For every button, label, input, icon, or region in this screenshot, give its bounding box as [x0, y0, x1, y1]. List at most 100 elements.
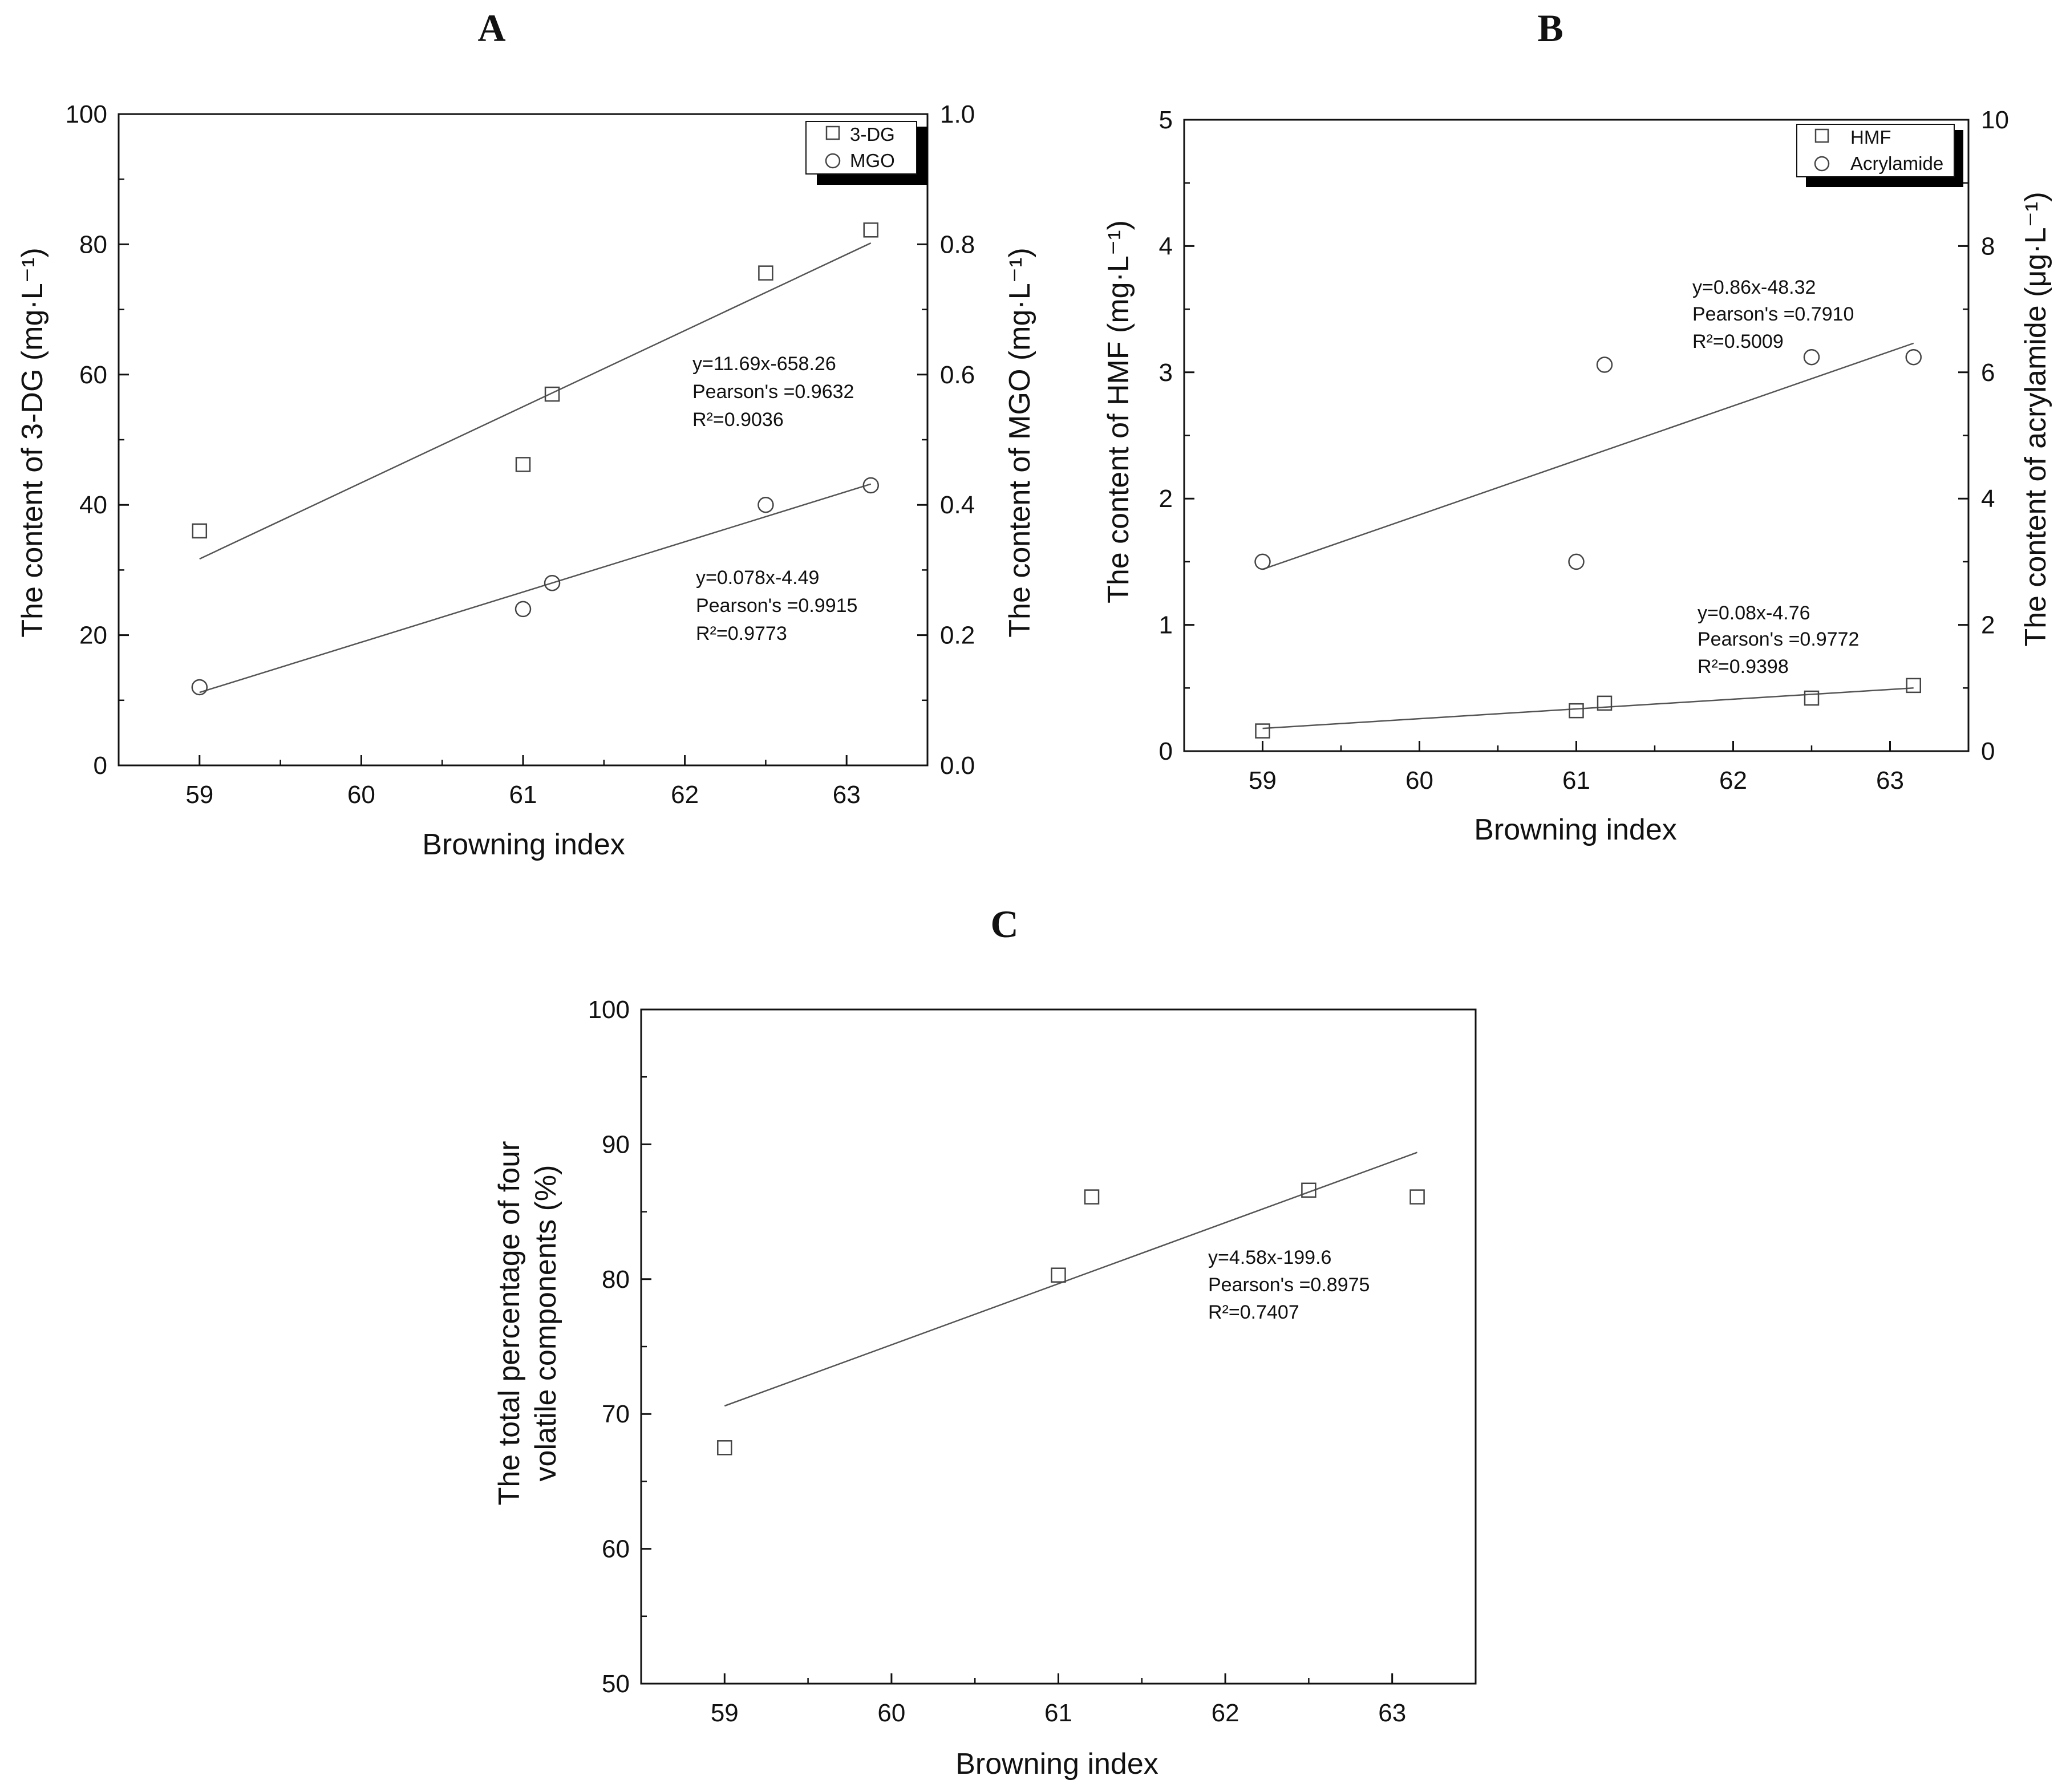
x-tick-label: 62: [1719, 767, 1747, 794]
mgo-point: [544, 574, 561, 591]
mgo-point: [515, 601, 532, 618]
y-left-tick-label: 60: [602, 1535, 630, 1563]
panel-a-3dg-fit-annotation: y=11.69x-658.26 Pearson's =0.9632 R²=0.9…: [692, 353, 854, 431]
x-tick-label: 59: [711, 1699, 739, 1727]
y-left-tick-label: 100: [588, 996, 630, 1024]
mgo-point: [757, 496, 774, 513]
panel-a-legend-box: [805, 121, 917, 175]
y-right-tick-label: 2: [1981, 611, 1995, 639]
total-volatile-components-point: [1301, 1182, 1316, 1198]
panel-a: A 59 60 61 62 63 0 20 40 60 80 100 0.0 0.2 0.4 0.6 0.8 1…: [16, 6, 1036, 861]
panel-a-right-axis-title: The content of MGO (mg·L⁻¹): [1003, 248, 1036, 637]
annotation-line: R²=0.9398: [1698, 656, 1789, 678]
annotation-line: Pearson's =0.8975: [1208, 1274, 1370, 1296]
panel-c-plot-area: 59 60 61 62 63 50 60 70 80 90 100: [588, 996, 1477, 1727]
legend-mgo-label: MGO: [850, 150, 895, 171]
x-tick-label: 61: [1562, 767, 1590, 794]
panel-c-letter: C: [990, 902, 1018, 946]
y-axis-title-line: The total percentage of four: [493, 1141, 526, 1506]
total-volatile-components-point: [717, 1440, 732, 1456]
y-left-tick-label: 1: [1159, 611, 1173, 639]
acrylamide-point: [1568, 553, 1585, 570]
y-left-tick-label: 0: [1159, 737, 1173, 765]
y-left-tick-label: 50: [602, 1670, 630, 1698]
x-tick-label: 61: [1044, 1699, 1072, 1727]
y-right-tick-label: 0.0: [940, 752, 975, 780]
3-dg-point: [544, 386, 560, 402]
x-tick-label: 63: [833, 781, 861, 809]
y-left-tick-label: 40: [79, 491, 107, 519]
y-right-tick-label: 6: [1981, 359, 1995, 387]
x-tick-label: 63: [1378, 1699, 1406, 1727]
panel-b-letter: B: [1537, 6, 1563, 50]
3-dg-point: [863, 222, 878, 238]
y-right-tick-label: 0.8: [940, 230, 975, 258]
y-right-tick-label: 4: [1981, 485, 1995, 513]
y-right-tick-label: 0: [1981, 737, 1995, 765]
annotation-line: Pearson's =0.9915: [696, 595, 857, 617]
y-left-tick-label: 0: [94, 752, 107, 780]
annotation-line: Pearson's =0.9772: [1698, 629, 1859, 650]
3-dg-point: [758, 265, 773, 281]
y-left-tick-label: 4: [1159, 232, 1173, 260]
x-tick-label: 60: [347, 781, 375, 809]
panel-a-plot-area: 59 60 61 62 63 0 20 40 60 80 100 0.0 0.2 0.4 0.6 0.8 1.0: [66, 100, 975, 809]
panel-b-right-axis-title: The content of acrylamide (μg·L⁻¹): [2019, 192, 2052, 646]
legend-acrylamide-circle-icon: [1814, 156, 1830, 172]
panel-c-x-axis-title: Browning index: [955, 1748, 1158, 1781]
panel-a-letter: A: [477, 6, 505, 50]
acrylamide-point: [1596, 356, 1613, 373]
panel-b-plot-area: 59 60 61 62 63 0 1 2 3 4 5 0 2 4 6 8 10: [1159, 106, 2009, 794]
panel-b: B 59 60 61 62 63 0 1 2 3 4 5 0 2 4 6 8 10 Browning index…: [1102, 6, 2052, 846]
y-right-tick-label: 0.2: [940, 622, 975, 650]
legend-3dg-square-icon: [825, 125, 840, 140]
acrylamide-point: [1803, 348, 1820, 366]
total-volatile-components-point: [1051, 1267, 1066, 1283]
x-tick-label: 59: [1249, 767, 1277, 794]
y-right-tick-label: 8: [1981, 232, 1995, 260]
legend-acrylamide-label: Acrylamide: [1850, 153, 1943, 174]
y-left-tick-label: 70: [602, 1400, 630, 1428]
legend-hmf-square-icon: [1814, 128, 1829, 143]
acrylamide-point: [1905, 348, 1922, 366]
hmf-point: [1597, 695, 1613, 711]
acrylamide-point: [1254, 553, 1271, 570]
annotation-line: R²=0.9773: [696, 623, 787, 644]
panel-b-x-axis-title: Browning index: [1474, 813, 1677, 846]
annotation-line: y=4.58x-199.6: [1208, 1247, 1331, 1268]
panel-c-fit-annotation: y=4.58x-199.6 Pearson's =0.8975 R²=0.740…: [1208, 1247, 1370, 1323]
annotation-line: Pearson's =0.9632: [692, 381, 854, 403]
y-left-tick-label: 80: [79, 230, 107, 258]
y-right-tick-label: 0.6: [940, 361, 975, 389]
annotation-line: R²=0.7407: [1208, 1302, 1299, 1323]
mgo-fit-line: [199, 483, 872, 694]
y-right-tick-label: 1.0: [940, 100, 975, 128]
panel-b-hmf-fit-annotation: y=0.08x-4.76 Pearson's =0.9772 R²=0.9398: [1698, 602, 1859, 678]
annotation-line: Pearson's =0.7910: [1692, 303, 1854, 325]
x-tick-label: 60: [1405, 767, 1433, 794]
annotation-line: R²=0.5009: [1692, 331, 1784, 352]
annotation-line: y=0.08x-4.76: [1698, 602, 1810, 624]
y-axis-title-line: volatile components (%): [529, 1165, 562, 1482]
3-dg-point: [192, 523, 208, 539]
x-tick-label: 62: [671, 781, 699, 809]
hmf-point: [1804, 690, 1820, 706]
panel-b-acrylamide-fit-annotation: y=0.86x-48.32 Pearson's =0.7910 R²=0.500…: [1692, 277, 1854, 352]
panel-c-y-axis-title: The total percentage of four volatile co…: [493, 1141, 562, 1506]
x-tick-label: 61: [509, 781, 537, 809]
annotation-line: y=0.86x-48.32: [1692, 277, 1816, 298]
panel-a-mgo-fit-annotation: y=0.078x-4.49 Pearson's =0.9915 R²=0.977…: [696, 567, 857, 644]
annotation-line: y=11.69x-658.26: [692, 353, 836, 375]
panel-a-x-axis-title: Browning index: [422, 828, 625, 861]
legend-3dg-label: 3-DG: [850, 124, 895, 145]
hmf-point: [1569, 703, 1584, 719]
y-right-tick-label: 0.4: [940, 491, 975, 519]
annotation-line: R²=0.9036: [692, 409, 784, 431]
y-left-tick-label: 100: [66, 100, 107, 128]
total-volatile-components-point: [1409, 1189, 1425, 1205]
panel-a-left-axis-title: The content of 3-DG (mg·L⁻¹): [16, 248, 49, 637]
x-tick-label: 62: [1212, 1699, 1239, 1727]
y-left-tick-label: 5: [1159, 106, 1173, 134]
mgo-point: [862, 477, 879, 494]
